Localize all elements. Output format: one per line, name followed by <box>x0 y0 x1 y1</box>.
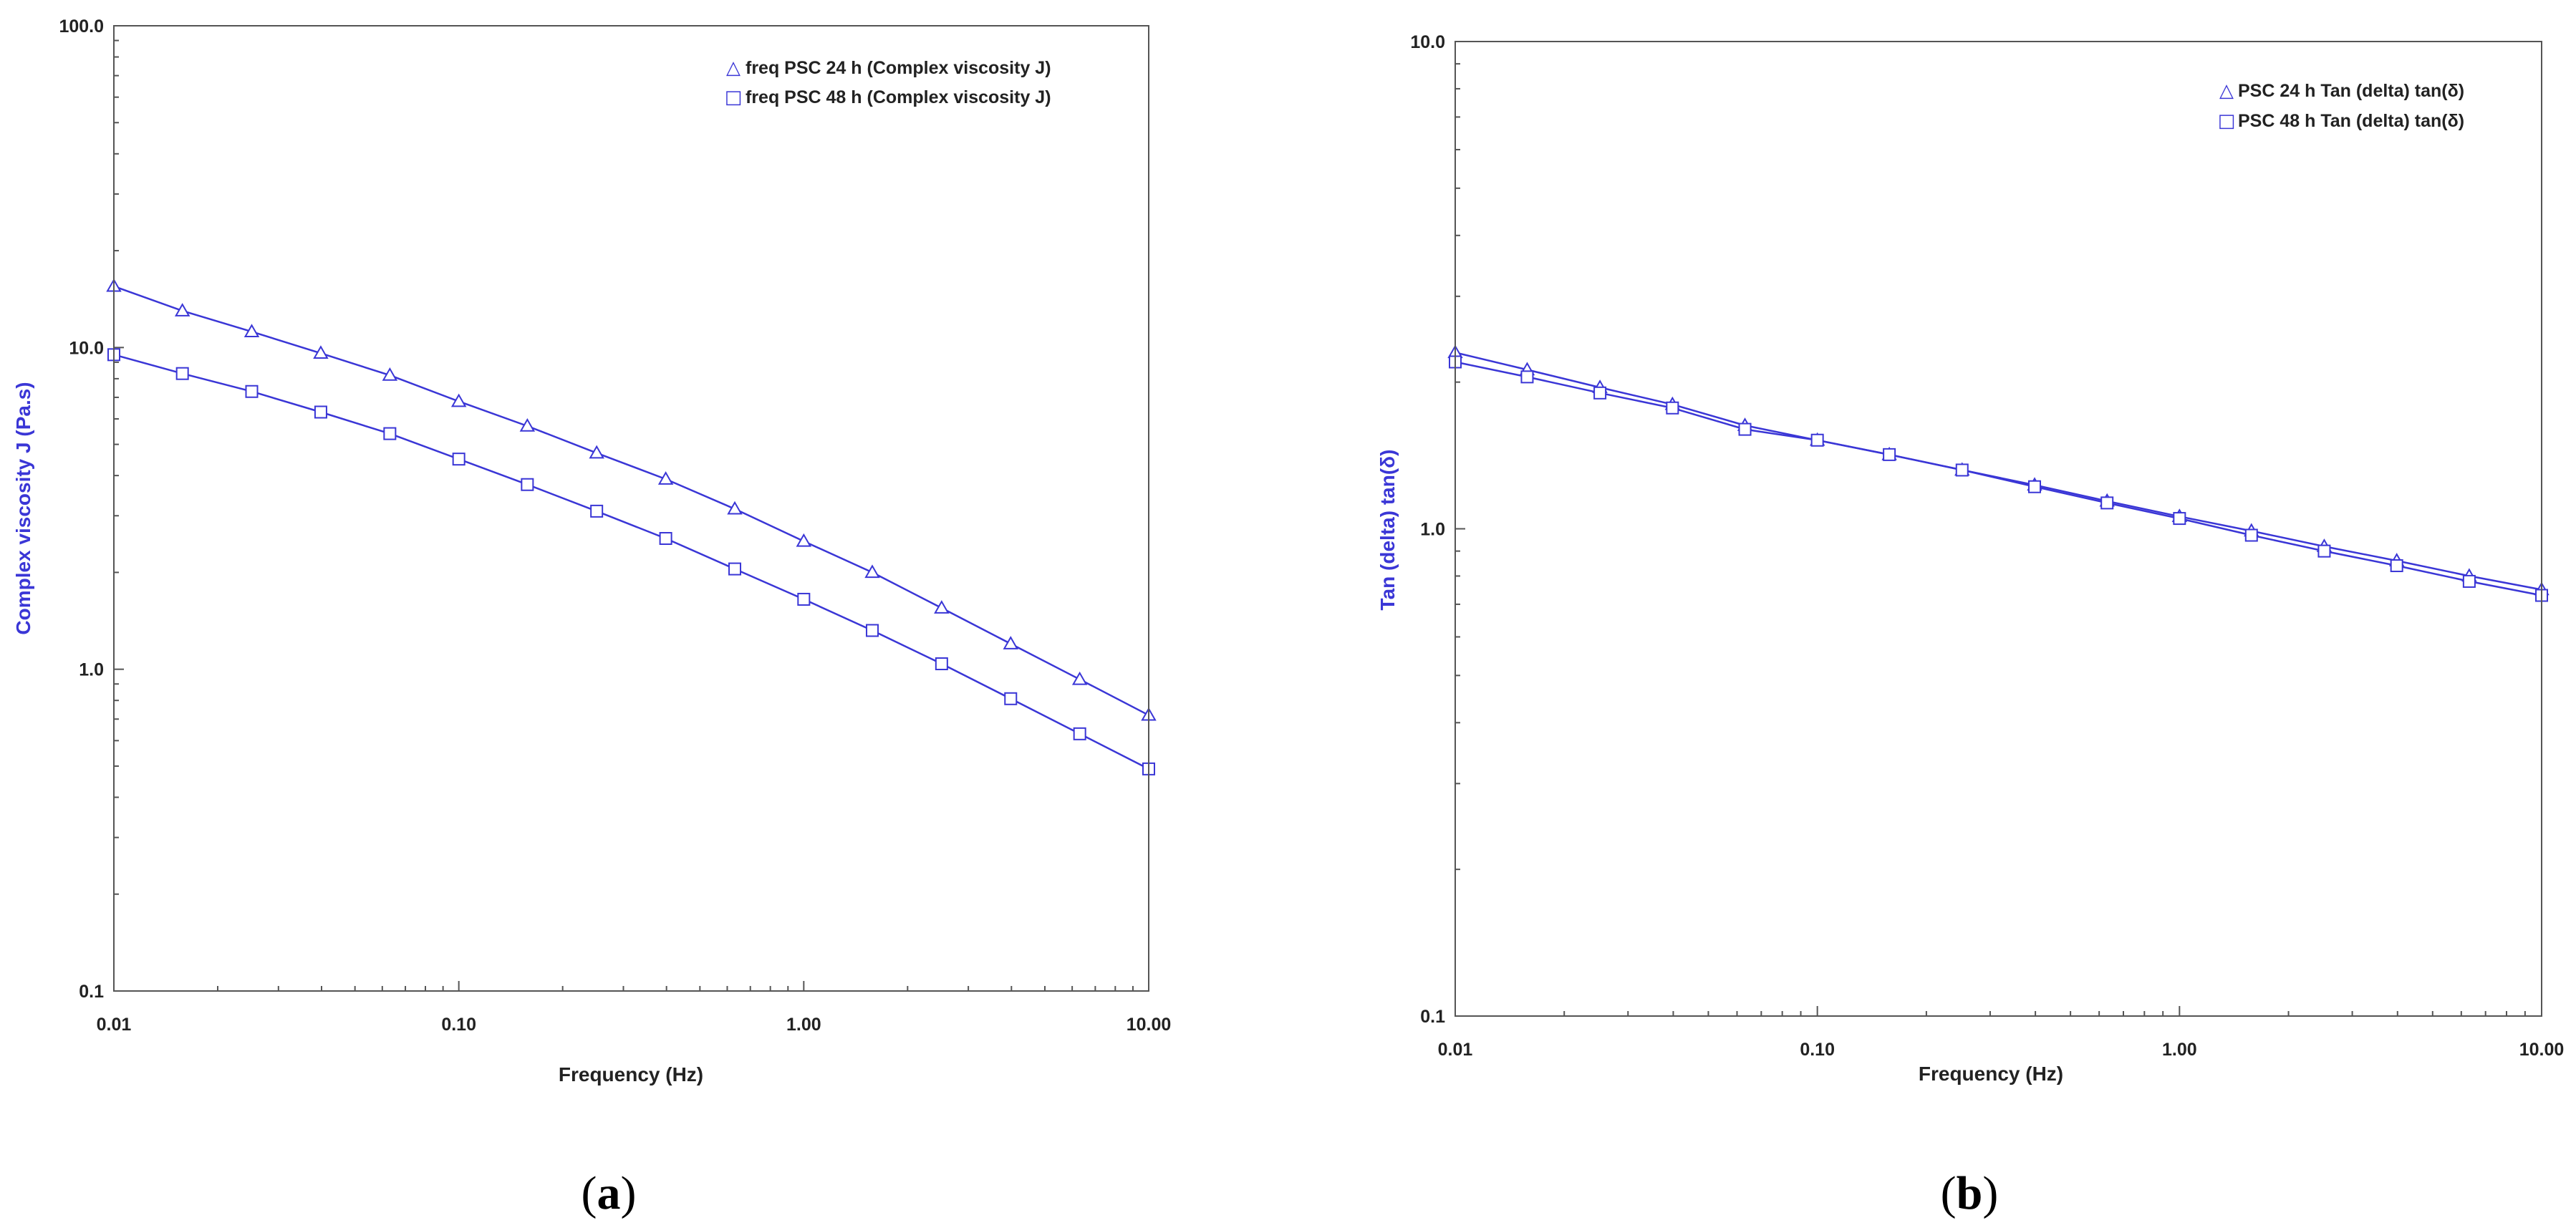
data-point-triangle-a-0 <box>174 303 190 316</box>
chart-panel-a: 0.01 0.10 1.00 10.00 100.0 10.0 1.0 0.1 Frequen… <box>12 16 1171 1219</box>
data-point-square-b-1 <box>2462 574 2476 588</box>
legend-marker-b-1: □ <box>2218 110 2236 132</box>
data-point-square-b-1 <box>2317 544 2331 558</box>
panel-label-b-letter: b <box>1957 1167 1983 1219</box>
data-point-square-b-1 <box>2028 480 2042 493</box>
y-tick-label-b: 0.1 <box>1420 1007 1445 1027</box>
legend-label-a-1: freq PSC 48 h (Complex viscosity J) <box>746 87 1051 107</box>
legend-b: △ PSC 24 h Tan (delta) tan(δ) □ PSC 48 h… <box>2218 80 2464 132</box>
legend-a: △ freq PSC 24 h (Complex viscosity J) □ … <box>725 57 1051 108</box>
data-point-triangle-a-0 <box>864 564 880 579</box>
data-point-triangle-a-0 <box>519 418 536 432</box>
panel-label-b: (b) <box>1941 1167 1999 1219</box>
data-point-square-a-1 <box>935 657 948 671</box>
data-point-triangle-a-0 <box>796 533 812 547</box>
data-point-square-b-1 <box>1810 433 1824 447</box>
data-point-square-b-1 <box>2100 496 2114 510</box>
data-point-triangle-a-0 <box>1003 636 1019 649</box>
y-axis-title-a: Complex viscosity J (Pa.s) <box>12 382 34 634</box>
legend-marker-b-0: △ <box>2219 80 2234 102</box>
data-point-square-a-1 <box>1004 692 1018 705</box>
data-point-square-b-1 <box>1883 448 1896 461</box>
data-point-square-a-1 <box>797 592 811 606</box>
x-tick-label-b: 0.10 <box>1800 1040 1835 1060</box>
data-point-square-b-1 <box>2390 559 2403 573</box>
data-point-square-b-1 <box>1593 386 1607 400</box>
data-point-square-b-1 <box>2173 512 2186 526</box>
legend-label-b-1: PSC 48 h Tan (delta) tan(δ) <box>2238 111 2464 131</box>
y-tick-label-b: 10.0 <box>1410 32 1445 52</box>
data-point-square-b-1 <box>1738 422 1752 436</box>
x-tick-label-a: 0.10 <box>441 1015 476 1035</box>
data-point-square-a-1 <box>866 624 879 637</box>
y-tick-label-a: 100.0 <box>59 16 104 37</box>
legend-label-a-0: freq PSC 24 h (Complex viscosity J) <box>746 58 1051 78</box>
data-point-square-a-1 <box>383 427 397 440</box>
series-line-a-1 <box>113 354 1149 770</box>
data-point-square-a-1 <box>590 504 604 518</box>
data-point-triangle-a-0 <box>589 445 604 459</box>
data-point-square-a-1 <box>245 385 259 398</box>
panel-label-a: (a) <box>582 1167 637 1219</box>
data-point-square-a-1 <box>728 562 742 576</box>
x-tick-label-a: 10.00 <box>1127 1015 1172 1035</box>
y-tick-label-a: 0.1 <box>79 982 104 1002</box>
legend-label-b-0: PSC 24 h Tan (delta) tan(δ) <box>2238 81 2464 101</box>
data-point-square-b-1 <box>2244 528 2258 542</box>
x-tick-label-b: 1.00 <box>2162 1040 2197 1060</box>
data-point-triangle-a-0 <box>382 367 398 381</box>
x-tick-label-a: 0.01 <box>97 1015 132 1035</box>
legend-marker-a-1: □ <box>725 87 743 108</box>
plot-area-a: 0.01 0.10 1.00 10.00 100.0 10.0 1.0 0.1 <box>59 16 1171 1035</box>
data-point-square-b-1 <box>1666 401 1679 415</box>
x-axis-title-b: Frequency (Hz) <box>1919 1063 2063 1085</box>
x-tick-label-b: 10.00 <box>2519 1040 2565 1060</box>
data-point-triangle-a-0 <box>934 600 950 614</box>
data-point-square-a-1 <box>1073 727 1086 740</box>
series-line-a-0 <box>113 285 1149 716</box>
data-point-triangle-a-0 <box>657 471 674 485</box>
data-point-square-a-1 <box>175 367 189 380</box>
plot-area-b: 0.01 0.10 1.00 10.00 10.0 1.0 0.1 <box>1410 32 2564 1060</box>
data-point-triangle-a-0 <box>450 393 467 407</box>
y-tick-label-b: 1.0 <box>1420 520 1445 540</box>
plot-frame-b <box>1455 41 2542 1017</box>
y-axis-title-b: Tan (delta) tan(δ) <box>1376 450 1399 611</box>
x-tick-label-a: 1.00 <box>786 1015 821 1035</box>
panel-label-a-letter: a <box>597 1167 621 1219</box>
x-tick-label-b: 0.01 <box>1438 1040 1473 1060</box>
y-tick-label-a: 1.0 <box>79 660 104 680</box>
series-line-b-1 <box>1455 361 2542 596</box>
x-axis-title-a: Frequency (Hz) <box>559 1063 703 1086</box>
y-tick-label-a: 10.0 <box>69 338 104 358</box>
plot-frame-a <box>113 25 1149 992</box>
data-point-triangle-a-0 <box>243 324 260 337</box>
data-point-square-a-1 <box>314 405 327 419</box>
data-point-square-b-1 <box>1955 463 1969 477</box>
legend-marker-a-0: △ <box>726 57 741 79</box>
data-point-square-b-1 <box>1520 370 1534 384</box>
data-point-square-a-1 <box>659 531 672 545</box>
data-point-square-a-1 <box>521 478 534 491</box>
data-point-square-a-1 <box>452 453 465 466</box>
chart-panel-b: 0.01 0.10 1.00 10.00 10.0 1.0 0.1 Frequency (H… <box>1376 32 2564 1219</box>
data-point-triangle-a-0 <box>1071 671 1088 685</box>
data-point-triangle-a-0 <box>313 345 329 359</box>
data-point-triangle-a-0 <box>727 501 743 515</box>
